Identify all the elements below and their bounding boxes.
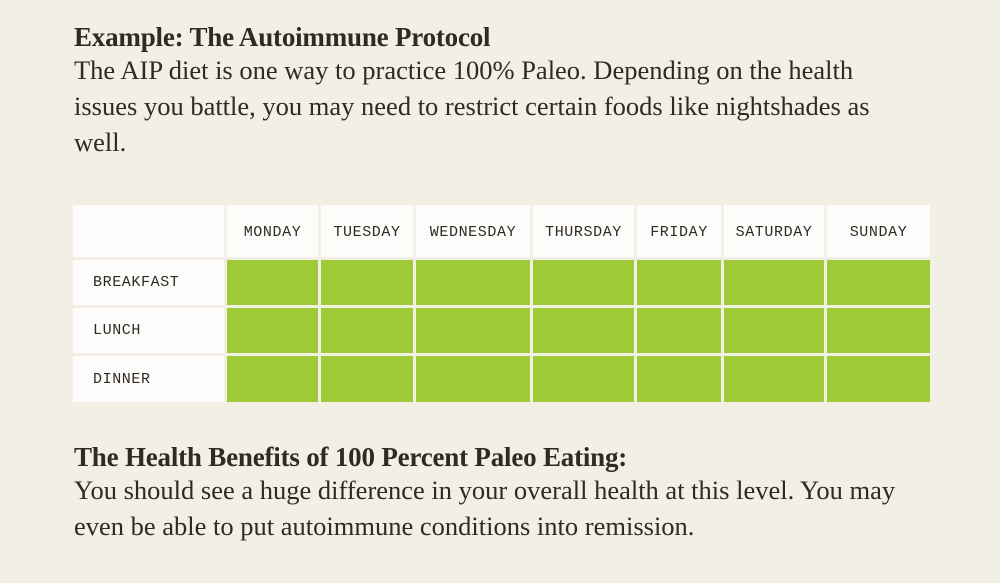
column-header-tuesday: TUESDAY xyxy=(321,205,413,257)
schedule-cell xyxy=(533,356,634,402)
benefits-section: The Health Benefits of 100 Percent Paleo… xyxy=(74,442,934,544)
schedule-cell xyxy=(227,356,318,402)
column-header-saturday: SATURDAY xyxy=(724,205,824,257)
schedule-cell xyxy=(321,260,413,305)
schedule-cell xyxy=(827,260,930,305)
column-header-friday: FRIDAY xyxy=(637,205,721,257)
schedule-cell xyxy=(416,308,530,353)
schedule-cell xyxy=(533,308,634,353)
schedule-cell xyxy=(724,260,824,305)
column-header-monday: MONDAY xyxy=(227,205,318,257)
schedule-cell xyxy=(637,356,721,402)
schedule-cell xyxy=(227,308,318,353)
schedule-cell xyxy=(827,356,930,402)
schedule-cell xyxy=(321,308,413,353)
column-header-wednesday: WEDNESDAY xyxy=(416,205,530,257)
schedule-cell xyxy=(321,356,413,402)
column-header-thursday: THURSDAY xyxy=(533,205,634,257)
schedule-cell xyxy=(724,356,824,402)
column-header-sunday: SUNDAY xyxy=(827,205,930,257)
schedule-cell xyxy=(724,308,824,353)
schedule-cell xyxy=(416,356,530,402)
schedule-cell xyxy=(416,260,530,305)
benefits-paragraph: You should see a huge difference in your… xyxy=(74,475,896,541)
schedule-cell xyxy=(637,308,721,353)
table-corner-cell xyxy=(73,205,224,257)
schedule-cell xyxy=(827,308,930,353)
row-label-breakfast: BREAKFAST xyxy=(73,260,224,305)
schedule-cell xyxy=(533,260,634,305)
schedule-cell xyxy=(637,260,721,305)
intro-section: Example: The Autoimmune Protocol The AIP… xyxy=(74,22,934,160)
row-label-dinner: DINNER xyxy=(73,356,224,402)
intro-heading: Example: The Autoimmune Protocol xyxy=(74,22,491,52)
row-label-lunch: LUNCH xyxy=(73,308,224,353)
meal-schedule-table: MONDAY TUESDAY WEDNESDAY THURSDAY FRIDAY… xyxy=(73,205,930,402)
benefits-heading: The Health Benefits of 100 Percent Paleo… xyxy=(74,442,628,472)
schedule-cell xyxy=(227,260,318,305)
intro-paragraph: The AIP diet is one way to practice 100%… xyxy=(74,55,870,157)
